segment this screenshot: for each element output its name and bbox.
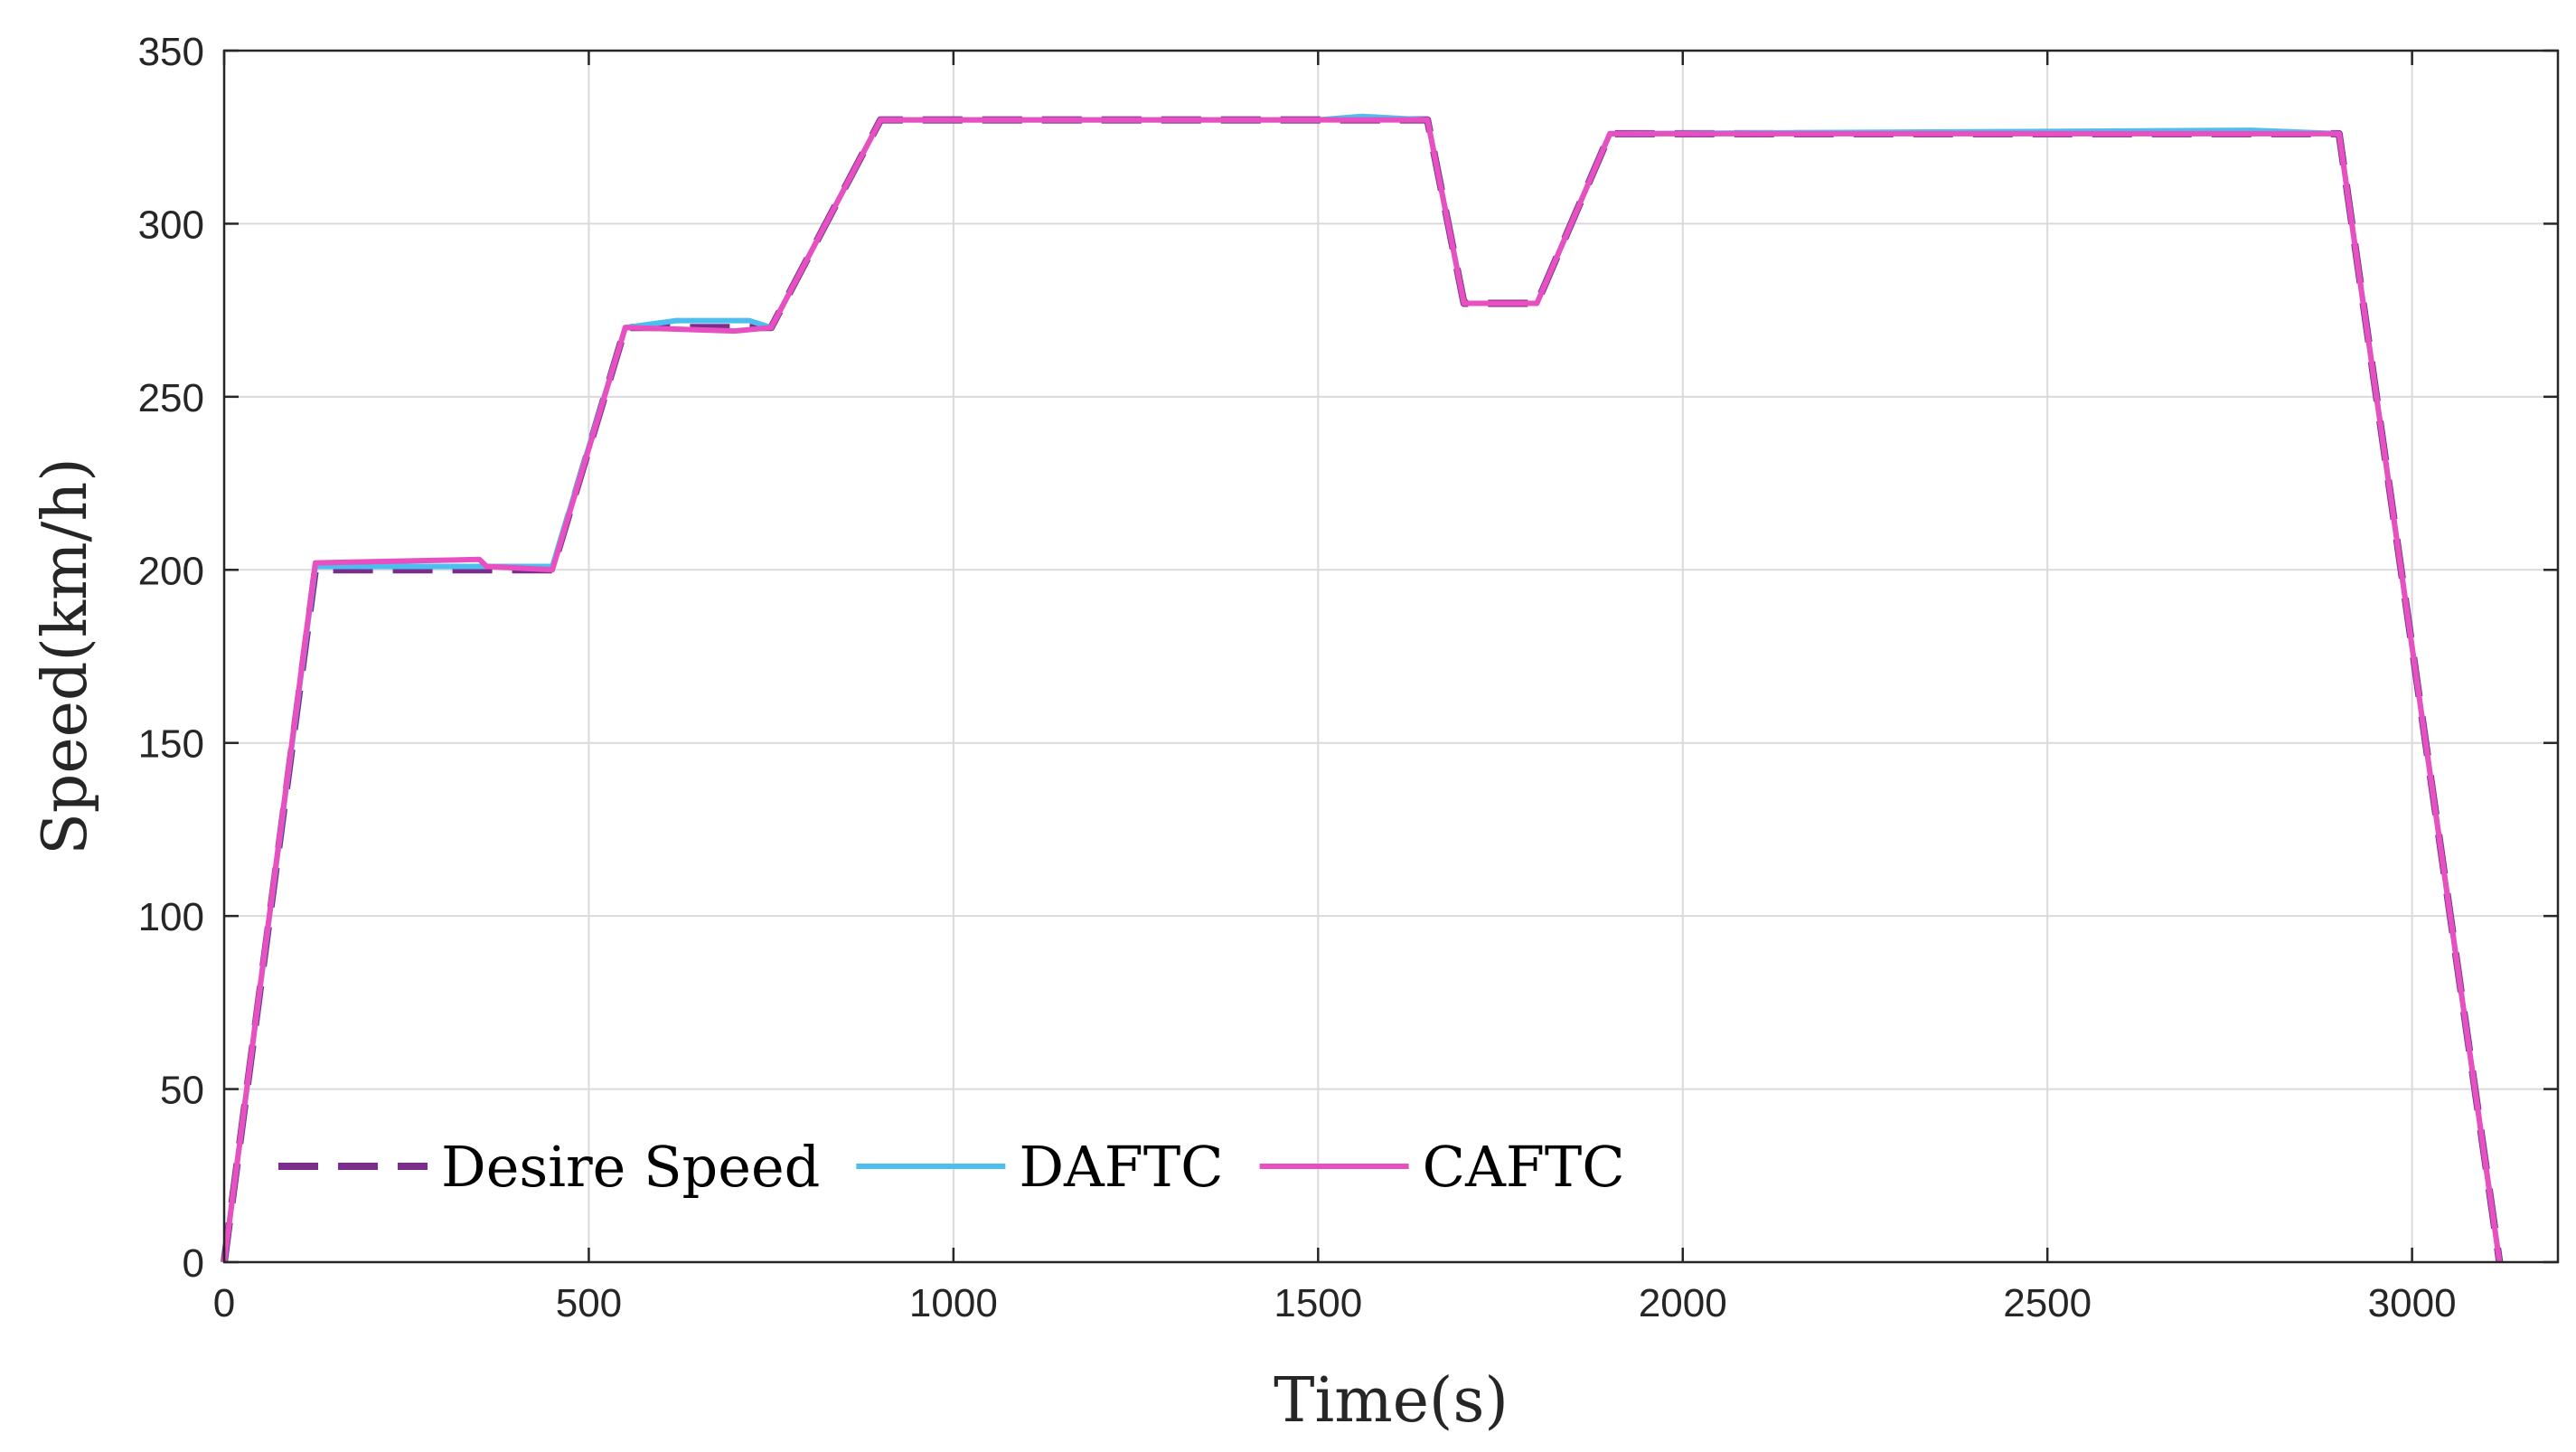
legend-label: Desire Speed: [441, 1134, 820, 1200]
y-tick-label: 350: [138, 30, 204, 74]
y-tick-label: 50: [160, 1069, 204, 1113]
x-axis-label: Time(s): [1274, 1365, 1509, 1437]
series-line-caftc: [221, 117, 2503, 1263]
x-tick-label: 3000: [2368, 1281, 2457, 1325]
legend: Desire Speed DAFTC CAFTC: [278, 1134, 1625, 1200]
y-tick-label: 300: [138, 203, 204, 247]
legend-label: DAFTC: [1019, 1134, 1223, 1200]
y-axis-label: Speed(km/h): [30, 457, 101, 855]
series-lines: [221, 113, 2504, 1263]
y-tick-label: 250: [138, 376, 204, 420]
x-tick-label: 1000: [909, 1281, 998, 1325]
x-tick-label: 2500: [2003, 1281, 2092, 1325]
y-tick-label: 150: [138, 722, 204, 767]
legend-label: CAFTC: [1423, 1134, 1625, 1200]
x-tick-label: 0: [213, 1281, 235, 1325]
axis-ticks: 0 500 1000 1500 2000 2500 3000 0 50 100 150 200 250 3…: [138, 30, 2558, 1325]
x-tick-label: 2000: [1639, 1281, 1727, 1325]
plot-frame: [222, 49, 2560, 1264]
x-tick-label: 500: [556, 1281, 622, 1325]
y-tick-label: 100: [138, 895, 204, 939]
x-tick-label: 1500: [1274, 1281, 1362, 1325]
y-tick-label: 0: [183, 1241, 204, 1286]
y-tick-label: 200: [138, 549, 204, 593]
